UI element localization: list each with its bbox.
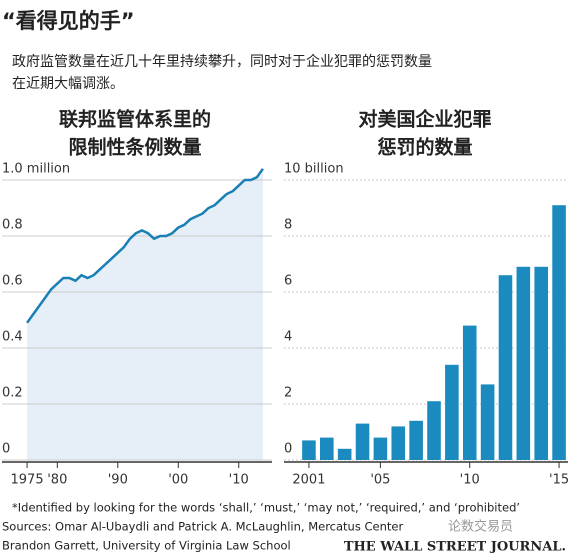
bar: [409, 420, 423, 460]
bar: [337, 448, 352, 460]
x-tick-label: '05: [370, 473, 390, 488]
bar: [462, 325, 477, 460]
bar: [302, 440, 316, 460]
x-tick-label: '10: [229, 473, 249, 488]
chart-title: 对美国企业犯罪: [358, 108, 491, 131]
y-tick-label: 0.6: [2, 274, 23, 289]
footnote: Sources: Omar Al-Ubaydli and Patrick A. …: [2, 520, 403, 534]
y-tick-label: 0.8: [2, 218, 23, 233]
watermark: 论数交易员: [448, 519, 513, 535]
footnote: *Identified by looking for the words ‘sh…: [12, 501, 520, 515]
x-tick-label: '10: [460, 473, 480, 488]
bar: [498, 275, 513, 460]
bar: [445, 364, 459, 460]
chart-title: 惩罚的数量: [377, 136, 472, 159]
x-tick-label: '15: [549, 473, 569, 488]
bar: [427, 401, 441, 460]
y-tick-label: 0: [2, 442, 10, 457]
bar: [391, 426, 406, 460]
bar: [534, 266, 548, 460]
y-tick-label: 0.4: [2, 330, 23, 345]
bar: [373, 437, 388, 460]
x-tick-label: 2001: [292, 473, 325, 488]
y-tick-label: 0.2: [2, 386, 23, 401]
x-tick-label: '80: [47, 473, 67, 488]
bar: [516, 266, 531, 460]
bar: [552, 205, 566, 460]
page-title: “看得见的手”: [2, 9, 135, 33]
y-tick-label: 1.0 million: [2, 162, 70, 177]
line: [26, 168, 264, 324]
y-tick-label: 10 billion: [284, 162, 344, 177]
x-tick-label: 1975: [11, 473, 44, 488]
subtitle: 在近期大幅调涨。: [12, 76, 124, 92]
y-tick-label: 8: [284, 218, 292, 233]
y-tick-label: 0: [284, 442, 292, 457]
y-tick-label: 4: [284, 330, 292, 345]
subtitle: 政府监管数量在近几十年里持续攀升，同时对于企业犯罪的惩罚数量: [12, 53, 432, 70]
bar: [355, 423, 370, 460]
bar: [480, 384, 495, 460]
x-tick-label: '90: [108, 473, 128, 488]
bar: [320, 437, 334, 460]
chart-title: 限制性条例数量: [68, 136, 201, 159]
chart-title: 联邦监管体系里的: [59, 108, 211, 131]
area-fill: [27, 168, 263, 461]
x-tick-label: '00: [168, 473, 188, 488]
credit: THE WALL STREET JOURNAL.: [344, 540, 566, 555]
footnote: Brandon Garrett, University of Virginia …: [2, 539, 291, 553]
y-tick-label: 2: [284, 386, 292, 401]
y-tick-label: 6: [284, 274, 292, 289]
